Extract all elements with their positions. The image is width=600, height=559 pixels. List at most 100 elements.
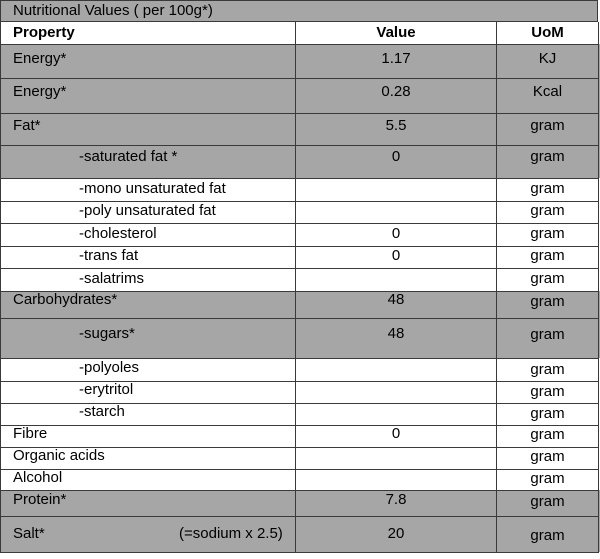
property-cell: -polyoles xyxy=(0,358,296,381)
grid-line xyxy=(0,381,599,382)
grid-line xyxy=(0,447,599,448)
value-cell: 0 xyxy=(296,425,497,447)
table-row: -mono unsaturated fat gram xyxy=(0,178,600,201)
table-row: -trans fat 0 gram xyxy=(0,246,600,268)
value-cell: 0 xyxy=(296,246,497,268)
grid-line xyxy=(0,516,599,517)
uom-cell: Kcal xyxy=(497,78,599,113)
value-cell: 20 xyxy=(296,516,497,552)
value-cell: 48 xyxy=(296,291,497,318)
property-cell: -erytritol xyxy=(0,381,296,403)
value-cell: 0.28 xyxy=(296,78,497,113)
uom-cell: KJ xyxy=(497,44,599,78)
grid-line xyxy=(0,178,599,179)
table-row: -poly unsaturated fat gram xyxy=(0,201,600,223)
uom-cell: gram xyxy=(497,381,599,403)
value-cell xyxy=(296,178,497,201)
property-cell: -cholesterol xyxy=(0,223,296,246)
property-cell: -starch xyxy=(0,403,296,425)
grid-line xyxy=(0,268,599,269)
table-row: Energy* 1.17 KJ xyxy=(0,44,600,78)
grid-line xyxy=(0,145,599,146)
grid-line xyxy=(0,246,599,247)
property-cell: -poly unsaturated fat xyxy=(0,201,296,223)
uom-cell: gram xyxy=(497,291,599,318)
value-cell: 1.17 xyxy=(296,44,497,78)
uom-cell: gram xyxy=(497,145,599,178)
table-row: -cholesterol 0 gram xyxy=(0,223,600,246)
grid-line xyxy=(0,490,599,491)
uom-cell: gram xyxy=(497,425,599,447)
table-row: Alcohol gram xyxy=(0,469,600,490)
table-row: -polyoles gram xyxy=(0,358,600,381)
property-cell: Carbohydrates* xyxy=(0,291,296,318)
value-cell: 0 xyxy=(296,145,497,178)
value-cell xyxy=(296,358,497,381)
value-cell: 7.8 xyxy=(296,490,497,516)
grid-line xyxy=(0,403,599,404)
value-cell xyxy=(296,447,497,469)
value-cell: 48 xyxy=(296,318,497,358)
grid-line xyxy=(0,78,599,79)
property-cell: -sugars* xyxy=(0,318,296,358)
grid-line xyxy=(0,223,599,224)
uom-cell: gram xyxy=(497,447,599,469)
table-row: Fat* 5.5 gram xyxy=(0,113,600,145)
table-row: Organic acids gram xyxy=(0,447,600,469)
uom-cell: gram xyxy=(497,516,599,552)
property-cell: Energy* xyxy=(0,78,296,113)
property-cell: -saturated fat * xyxy=(0,145,296,178)
uom-cell: gram xyxy=(497,223,599,246)
grid-line xyxy=(0,425,599,426)
grid-line xyxy=(0,113,599,114)
property-cell: -mono unsaturated fat xyxy=(0,178,296,201)
property-cell: Salt* (=sodium x 2.5) xyxy=(0,516,296,552)
value-cell xyxy=(296,268,497,291)
grid-line xyxy=(0,469,599,470)
value-cell xyxy=(296,381,497,403)
property-label: Salt* xyxy=(13,525,45,542)
property-cell: Fat* xyxy=(0,113,296,145)
grid-line xyxy=(0,44,599,45)
grid-line xyxy=(0,291,599,292)
table-row: -saturated fat * 0 gram xyxy=(0,145,600,178)
uom-cell: gram xyxy=(497,113,599,145)
table-row: Protein* 7.8 gram xyxy=(0,490,600,516)
value-cell xyxy=(296,403,497,425)
uom-cell: gram xyxy=(497,490,599,516)
header-uom: UoM xyxy=(497,22,599,44)
header-property: Property xyxy=(0,22,296,44)
uom-cell: gram xyxy=(497,178,599,201)
property-cell: Protein* xyxy=(0,490,296,516)
table-row: -sugars* 48 gram xyxy=(0,318,600,358)
table-row: -starch gram xyxy=(0,403,600,425)
uom-cell: gram xyxy=(497,469,599,490)
table-title: Nutritional Values ( per 100g*) xyxy=(0,0,598,22)
uom-cell: gram xyxy=(497,246,599,268)
table-row: Carbohydrates* 48 gram xyxy=(0,291,600,318)
grid-line xyxy=(0,201,599,202)
table-row: Fibre 0 gram xyxy=(0,425,600,447)
grid-line xyxy=(0,318,599,319)
value-cell: 5.5 xyxy=(296,113,497,145)
value-cell: 0 xyxy=(296,223,497,246)
value-cell xyxy=(296,201,497,223)
table-row: Salt* (=sodium x 2.5) 20 gram xyxy=(0,516,600,552)
table-row: -salatrims gram xyxy=(0,268,600,291)
uom-cell: gram xyxy=(497,403,599,425)
table-row: Energy* 0.28 Kcal xyxy=(0,78,600,113)
property-cell: -trans fat xyxy=(0,246,296,268)
table-row: -erytritol gram xyxy=(0,381,600,403)
uom-cell: gram xyxy=(497,268,599,291)
header-row: Property Value UoM xyxy=(0,22,600,44)
grid-line xyxy=(0,358,599,359)
property-cell: Fibre xyxy=(0,425,296,447)
value-cell xyxy=(296,469,497,490)
uom-cell: gram xyxy=(497,201,599,223)
property-cell: Energy* xyxy=(0,44,296,78)
uom-cell: gram xyxy=(497,318,599,358)
uom-cell: gram xyxy=(497,358,599,381)
property-cell: Organic acids xyxy=(0,447,296,469)
property-cell: -salatrims xyxy=(0,268,296,291)
